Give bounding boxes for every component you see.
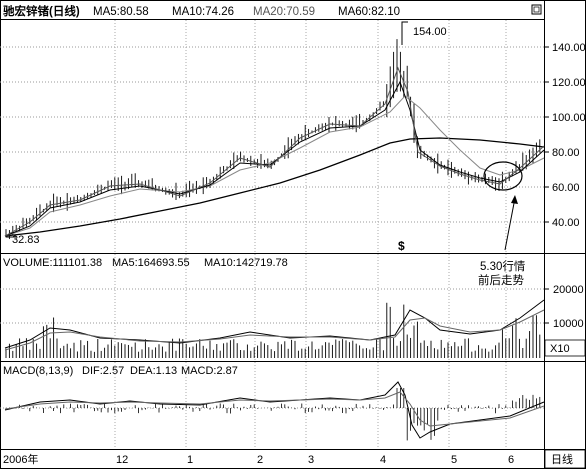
annotation-line2: 前后走势 — [478, 273, 524, 287]
volume-ma5-readout: MA5:164693.55 — [112, 257, 190, 269]
ma20-line — [4, 95, 545, 237]
low-price-label: 32.83 — [12, 234, 40, 246]
volume-ma10-line — [4, 309, 545, 351]
event-marker: $ — [398, 239, 405, 253]
time-label-12: 12 — [116, 454, 128, 466]
price-tick-100: 100.00 — [552, 112, 586, 124]
restore-icon-inner — [533, 6, 540, 13]
candlestick-series — [5, 39, 541, 240]
ma5-readout: MA5:80.58 — [93, 6, 149, 18]
price-axis: 140.00 120.00 100.00 80.00 60.00 40.00 — [545, 42, 586, 229]
annotation-arrowhead — [511, 195, 518, 204]
time-label-2: 2 — [257, 454, 263, 466]
ma20-readout: MA20:70.59 — [253, 6, 315, 18]
period-button-label[interactable]: 日线 — [551, 452, 573, 466]
time-label-3: 3 — [308, 454, 314, 466]
macd-dif-line — [4, 381, 545, 439]
macd-dea-line — [4, 391, 545, 427]
ma60-line — [4, 137, 545, 237]
period-button[interactable]: 日线 — [544, 449, 586, 469]
ma10-line — [4, 80, 545, 237]
price-tick-120: 120.00 — [552, 77, 586, 89]
volume-bars — [5, 302, 541, 358]
stock-title: 驰宏锌锗(日线) — [3, 4, 80, 18]
macd-value-readout: MACD:2.87 — [181, 365, 238, 377]
volume-ma10-readout: MA10:142719.78 — [204, 257, 288, 269]
ma60-readout: MA60:82.10 — [338, 6, 400, 18]
volume-tick-20000: 20000 — [553, 284, 584, 296]
month-gridlines — [114, 20, 507, 449]
high-marker-line — [401, 21, 408, 45]
ma10-readout: MA10:74.26 — [172, 6, 234, 18]
macd-dea-readout: DEA:1.13 — [130, 365, 177, 377]
price-tick-40: 40.00 — [552, 217, 580, 229]
volume-readout: VOLUME:111101.38 — [3, 257, 102, 269]
time-label-5: 5 — [451, 454, 457, 466]
price-tick-80: 80.00 — [552, 147, 580, 159]
macd-histogram — [5, 388, 541, 441]
volume-unit-box — [544, 339, 586, 357]
high-price-label: 154.00 — [413, 26, 447, 38]
price-tick-60: 60.00 — [552, 182, 580, 194]
restore-icon[interactable] — [531, 4, 542, 15]
highlight-ellipse — [483, 161, 523, 191]
time-label-6: 6 — [508, 454, 514, 466]
price-gridlines — [0, 46, 544, 409]
macd-dif-readout: DIF:2.57 — [82, 365, 124, 377]
annotation-arrow — [504, 197, 516, 251]
volume-unit-label: X10 — [550, 343, 570, 355]
time-label-2006: 2006年 — [3, 452, 38, 466]
time-label-4: 4 — [380, 454, 386, 466]
time-label-1: 1 — [187, 454, 193, 466]
macd-readout: MACD(8,13,9) — [3, 365, 73, 377]
annotation-line1: 5.30行情 — [480, 260, 526, 273]
ma5-line — [4, 66, 545, 237]
volume-tick-10000: 10000 — [553, 318, 584, 330]
volume-ma5-line — [4, 299, 545, 349]
price-tick-140: 140.00 — [552, 42, 586, 54]
